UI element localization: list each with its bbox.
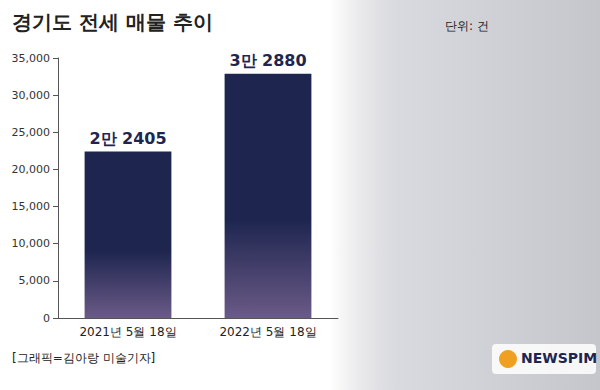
svg-text:2만 2405: 2만 2405	[89, 129, 166, 148]
svg-text:NEWSPIM: NEWSPIM	[521, 350, 597, 366]
svg-text:0: 0	[43, 312, 50, 325]
svg-text:25,000: 25,000	[12, 126, 51, 139]
svg-text:35,000: 35,000	[12, 52, 51, 65]
svg-text:20,000: 20,000	[12, 163, 51, 176]
svg-text:5,000: 5,000	[19, 274, 51, 287]
svg-text:2022년 5월 18일: 2022년 5월 18일	[219, 325, 316, 339]
svg-text:경기도 전세 매물 추이: 경기도 전세 매물 추이	[12, 10, 213, 34]
svg-text:3만 2880: 3만 2880	[229, 51, 306, 70]
svg-text:[그래픽=김아랑 미술기자]: [그래픽=김아랑 미술기자]	[12, 351, 155, 365]
svg-text:30,000: 30,000	[12, 89, 51, 102]
svg-text:단위: 건: 단위: 건	[445, 19, 489, 33]
svg-text:10,000: 10,000	[12, 237, 51, 250]
svg-text:2021년 5월 18일: 2021년 5월 18일	[79, 325, 176, 339]
svg-text:15,000: 15,000	[12, 200, 51, 213]
